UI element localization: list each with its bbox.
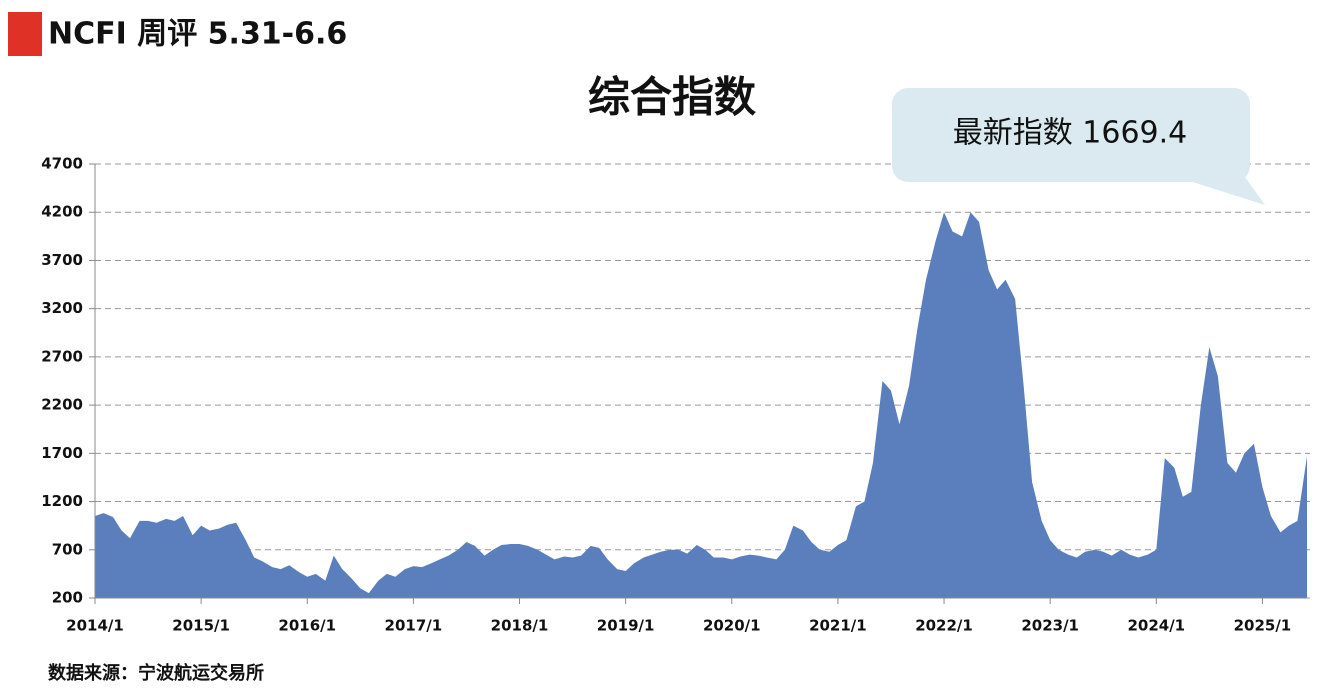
y-tick-label: 1200	[41, 492, 83, 510]
area	[95, 212, 1307, 598]
grid	[95, 163, 1310, 599]
x-tick-label: 2025/1	[1234, 617, 1292, 635]
x-tick-label: 2014/1	[66, 617, 124, 635]
x-tick-label: 2019/1	[597, 617, 655, 635]
x-tick-label: 2015/1	[172, 617, 230, 635]
x-tick-label: 2016/1	[278, 617, 336, 635]
header-marker	[8, 12, 42, 56]
y-tick-label: 3700	[41, 251, 83, 269]
plot	[95, 212, 1307, 598]
chart-title: 综合指数	[588, 73, 756, 122]
annotation: 最新指数 1669.4	[953, 116, 1188, 151]
axes: 200 700 1200 1700 2200 2700 3200 3700 4200 4700 20…	[41, 155, 1307, 635]
x-tick-label: 2024/1	[1127, 617, 1185, 635]
callout	[892, 88, 1250, 182]
source: 数据来源：宁波航运交易所	[48, 662, 264, 684]
header: NCFI 周评 5.31-6.6	[48, 17, 347, 52]
y-tick-label: 1700	[41, 444, 83, 462]
x-tick-label: 2022/1	[915, 617, 973, 635]
x-tick-label: 2021/1	[809, 617, 867, 635]
y-tick-label: 200	[52, 589, 83, 607]
y-tick-label: 2200	[41, 396, 83, 414]
x-tick-label: 2018/1	[491, 617, 549, 635]
x-tick-label: 2017/1	[385, 617, 443, 635]
y-tick-label: 4200	[41, 203, 83, 221]
y-tick-label: 4700	[41, 155, 83, 173]
y-tick-label: 2700	[41, 347, 83, 365]
y-tick-label: 3200	[41, 299, 83, 317]
y-tick-label: 700	[52, 540, 83, 558]
x-tick-label: 2020/1	[703, 617, 761, 635]
x-tick-label: 2023/1	[1021, 617, 1079, 635]
